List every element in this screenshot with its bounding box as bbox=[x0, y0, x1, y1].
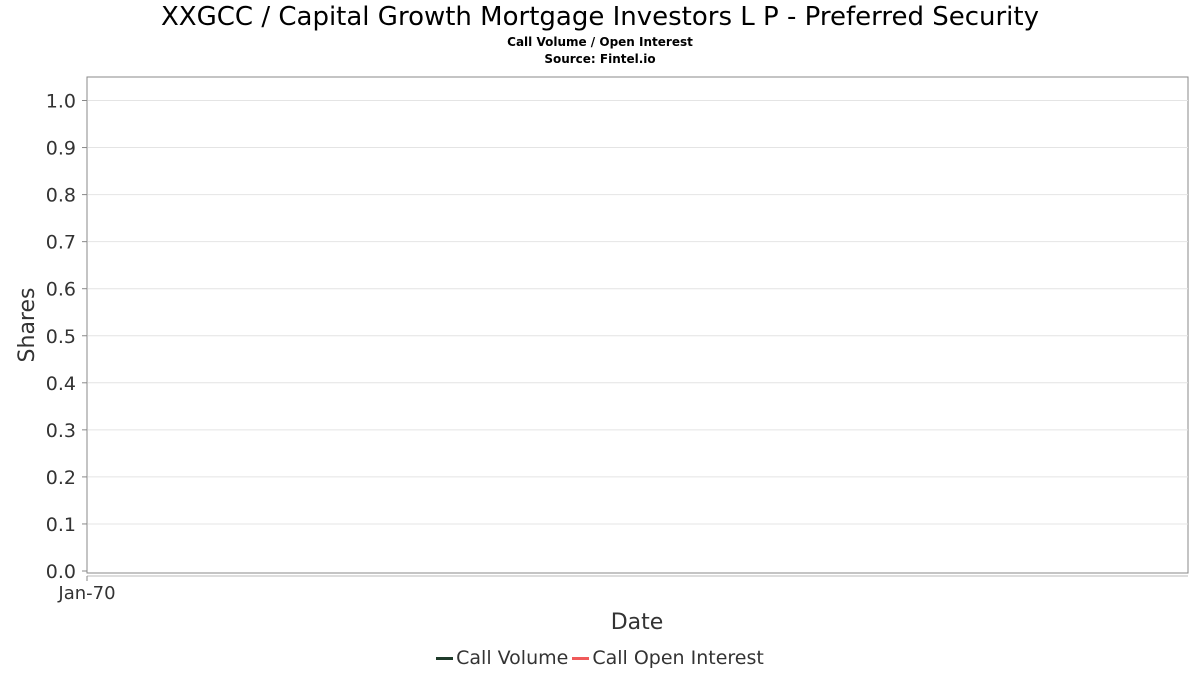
x-tick-label: Jan-70 bbox=[57, 583, 115, 604]
chart-title: XXGCC / Capital Growth Mortgage Investor… bbox=[161, 2, 1039, 32]
x-axis-label: Date bbox=[611, 610, 664, 635]
chart-source: Source: Fintel.io bbox=[544, 52, 656, 66]
legend-swatch-call-volume bbox=[436, 656, 454, 660]
y-tick-label: 0.7 bbox=[46, 232, 76, 254]
y-tick-label: 0.5 bbox=[46, 326, 76, 348]
legend-item-call-volume[interactable]: Call Volume bbox=[436, 647, 568, 669]
chart-legend: Call Volume Call Open Interest bbox=[0, 647, 1200, 669]
y-axis-label: Shares bbox=[15, 288, 40, 363]
plot-frame bbox=[86, 76, 1189, 574]
y-tick-label: 0.4 bbox=[46, 373, 76, 395]
legend-label-call-open-interest: Call Open Interest bbox=[592, 647, 764, 669]
legend-label-call-volume: Call Volume bbox=[456, 647, 569, 669]
legend-swatch-call-open-interest bbox=[572, 656, 590, 660]
y-tick-label: 0.8 bbox=[46, 185, 76, 207]
y-tick-label: 0.1 bbox=[46, 514, 76, 536]
grid-lines bbox=[88, 100, 1188, 525]
y-tick-label: 0.2 bbox=[46, 467, 76, 489]
y-tick-label: 1.0 bbox=[46, 91, 76, 113]
y-tick-label: 0.6 bbox=[46, 279, 76, 301]
y-tick-label: 0.9 bbox=[46, 138, 76, 160]
y-tick-label: 0.0 bbox=[46, 561, 76, 583]
y-tick-label: 0.3 bbox=[46, 420, 76, 442]
chart-subtitle: Call Volume / Open Interest bbox=[507, 35, 693, 49]
y-axis-ticks: 0.0 0.1 0.2 0.3 0.4 0.5 0.6 0.7 0.8 0.9 1.0 bbox=[46, 91, 87, 583]
legend-item-call-open-interest[interactable]: Call Open Interest bbox=[572, 647, 764, 669]
x-axis-ticks: Jan-70 bbox=[57, 576, 116, 604]
